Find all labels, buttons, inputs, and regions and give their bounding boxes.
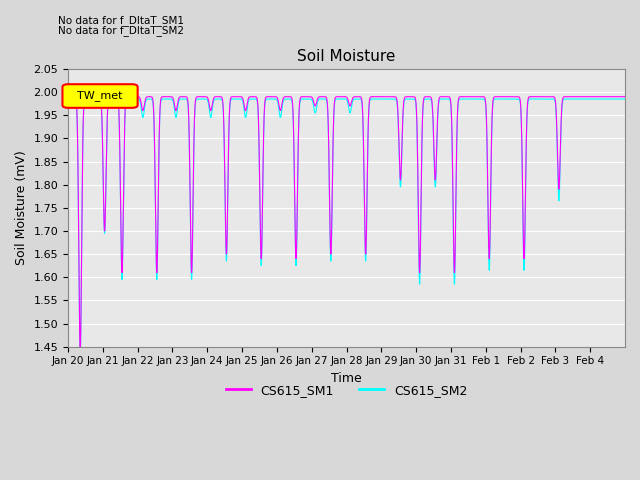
Text: TW_met: TW_met <box>77 90 122 101</box>
Text: No data for f_DltaT_SM2: No data for f_DltaT_SM2 <box>58 25 184 36</box>
FancyBboxPatch shape <box>63 84 138 108</box>
Text: No data for f_DltaT_SM1: No data for f_DltaT_SM1 <box>58 15 184 26</box>
Title: Soil Moisture: Soil Moisture <box>298 48 396 63</box>
Y-axis label: Soil Moisture (mV): Soil Moisture (mV) <box>15 150 28 265</box>
X-axis label: Time: Time <box>331 372 362 385</box>
Legend: CS615_SM1, CS615_SM2: CS615_SM1, CS615_SM2 <box>221 379 472 402</box>
